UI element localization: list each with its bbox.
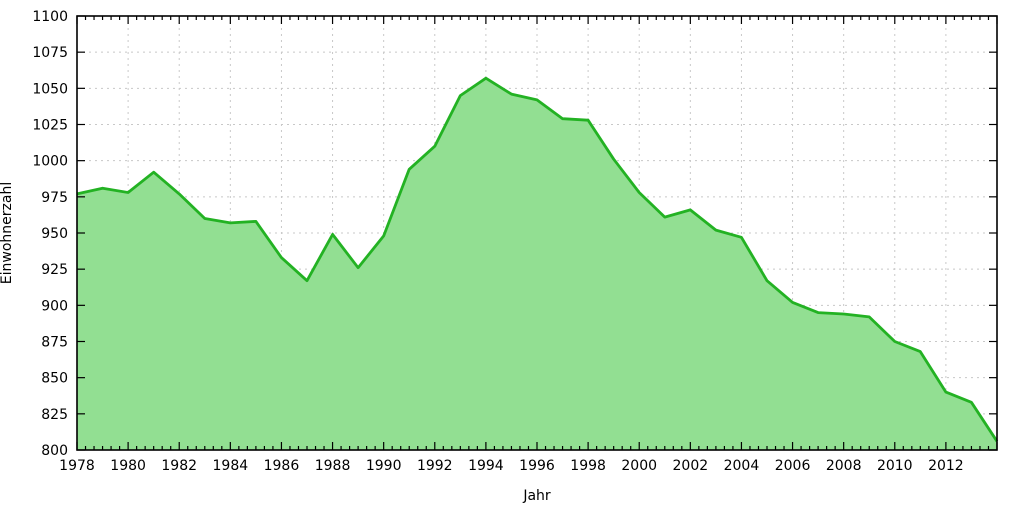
tick-labels: 800 825 850 875 900 925 950 975 1000 1025 1050 1075… <box>32 9 963 474</box>
x-tick-label: 2010 <box>877 458 913 474</box>
x-tick-label: 1990 <box>366 458 402 474</box>
y-tick-label: 800 <box>41 443 68 459</box>
y-tick-label: 875 <box>41 335 68 351</box>
x-tick-label: 1984 <box>213 458 249 474</box>
y-tick-label: 825 <box>41 407 68 423</box>
x-tick-label: 1982 <box>161 458 197 474</box>
y-tick-label: 1000 <box>32 154 68 170</box>
x-tick-label: 1994 <box>468 458 504 474</box>
y-tick-label: 950 <box>41 226 68 242</box>
x-tick-label: 1988 <box>315 458 351 474</box>
y-tick-label: 1050 <box>32 81 68 97</box>
x-tick-label: 2004 <box>724 458 760 474</box>
x-axis-title: Jahr <box>523 488 551 504</box>
x-tick-label: 1986 <box>264 458 300 474</box>
y-tick-label: 1025 <box>32 118 68 134</box>
x-tick-label: 1998 <box>570 458 606 474</box>
x-tick-label: 1992 <box>417 458 453 474</box>
x-tick-label: 2000 <box>621 458 657 474</box>
x-tick-label: 2002 <box>673 458 709 474</box>
y-tick-label: 925 <box>41 262 68 278</box>
y-axis-title: Einwohnerzahl <box>0 181 15 285</box>
x-tick-label: 2006 <box>775 458 811 474</box>
x-tick-label: 2012 <box>928 458 964 474</box>
x-tick-label: 1978 <box>59 458 95 474</box>
series-line <box>76 76 999 443</box>
y-tick-label: 975 <box>41 190 68 206</box>
x-tick-label: 1980 <box>110 458 146 474</box>
y-tick-label: 850 <box>41 371 68 387</box>
x-tick-label: 1996 <box>519 458 555 474</box>
series-area-fill <box>77 78 997 450</box>
axis-ticks <box>76 15 998 451</box>
x-tick-label: 2008 <box>826 458 862 474</box>
y-tick-label: 900 <box>41 298 68 314</box>
y-tick-label: 1075 <box>32 45 68 61</box>
y-tick-label: 1100 <box>32 9 68 25</box>
